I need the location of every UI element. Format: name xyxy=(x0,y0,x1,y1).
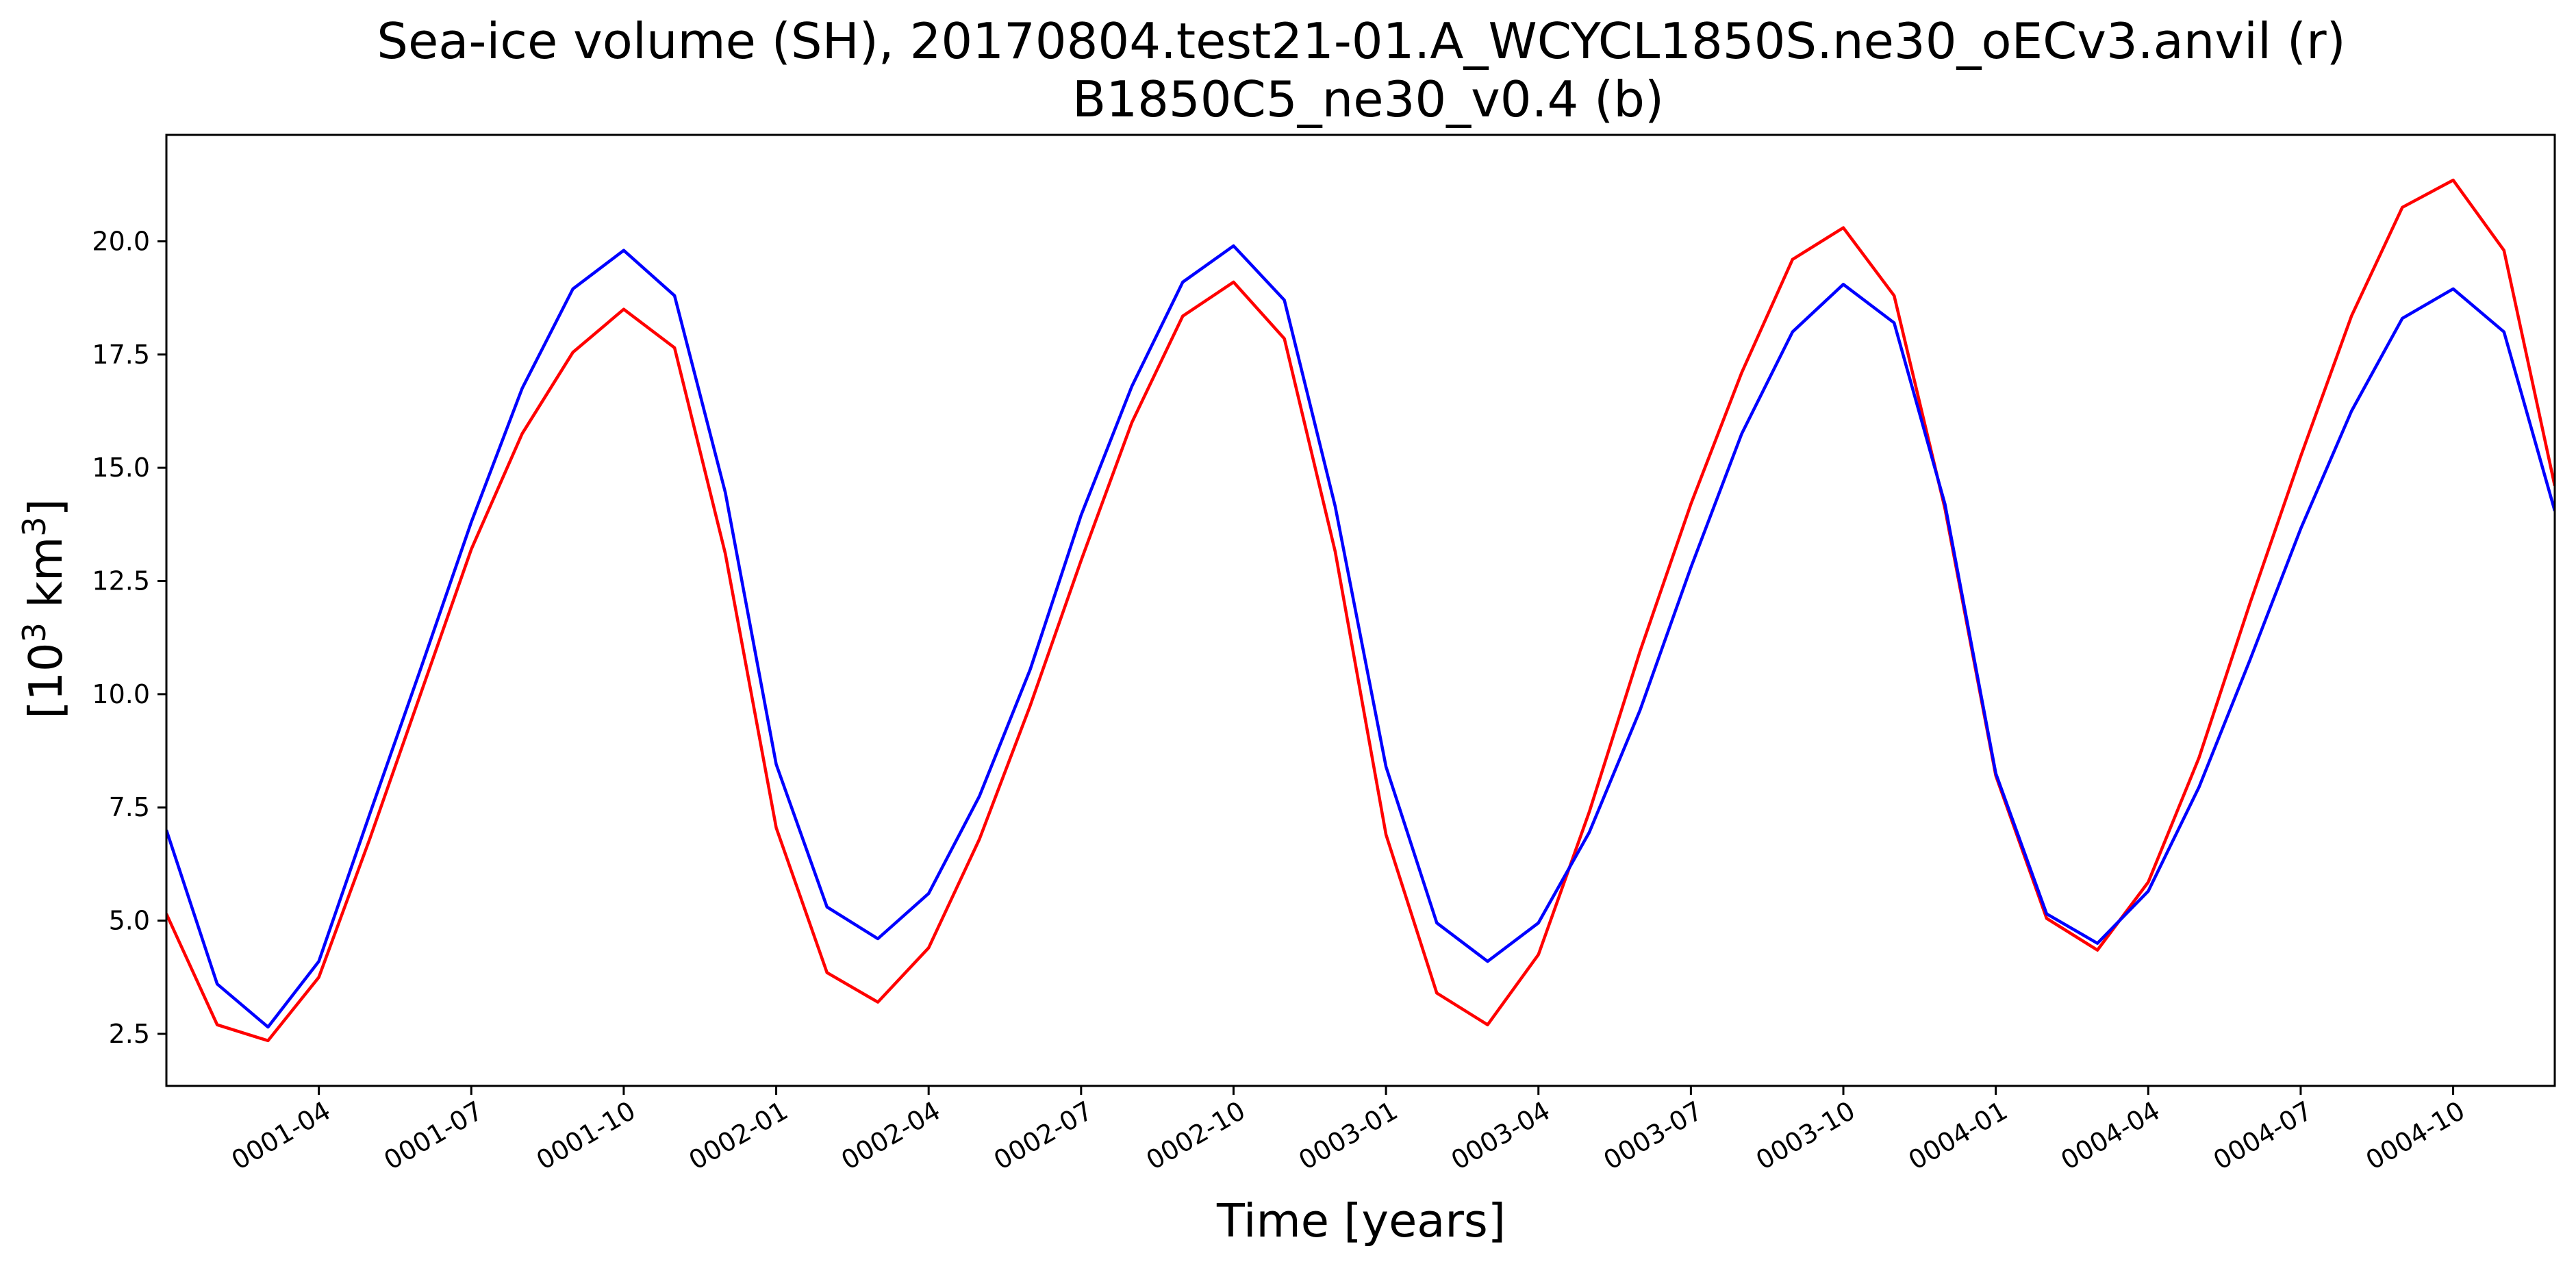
y-axis-label-sup1: 3 xyxy=(16,622,53,642)
y-axis-label-end: ] xyxy=(19,498,73,516)
y-tick-label: 7.5 xyxy=(109,792,150,822)
x-axis-label: Time [years] xyxy=(1216,1194,1506,1248)
y-tick-label: 2.5 xyxy=(109,1019,150,1049)
series-2-line xyxy=(166,244,2555,1029)
y-tick-label: 5.0 xyxy=(109,906,150,936)
y-tick-label: 20.0 xyxy=(92,226,150,256)
y-tick-label: 10.0 xyxy=(92,679,150,709)
chart-title-line2: B1850C5_ne30_v0.4 (b) xyxy=(1072,71,1664,128)
y-axis: 2.5 5.0 7.5 10.0 12.5 15.0 17.5 20.0 xyxy=(92,226,166,1049)
plot-frame xyxy=(165,134,2556,1087)
y-axis-label: [103 km3] xyxy=(16,498,73,718)
y-tick-label: 15.0 xyxy=(92,453,150,483)
y-tick-label: 12.5 xyxy=(92,566,150,596)
y-axis-label-base: [10 xyxy=(19,642,73,718)
y-tick-label: 17.5 xyxy=(92,340,150,370)
plot-area xyxy=(166,178,2555,1043)
chart-title-line1: Sea-ice volume (SH), 20170804.test21-01.… xyxy=(377,12,2345,70)
series-1-line xyxy=(166,178,2555,1043)
y-axis-label-mid: km xyxy=(19,537,73,622)
y-axis-label-sup2: 3 xyxy=(16,516,53,536)
